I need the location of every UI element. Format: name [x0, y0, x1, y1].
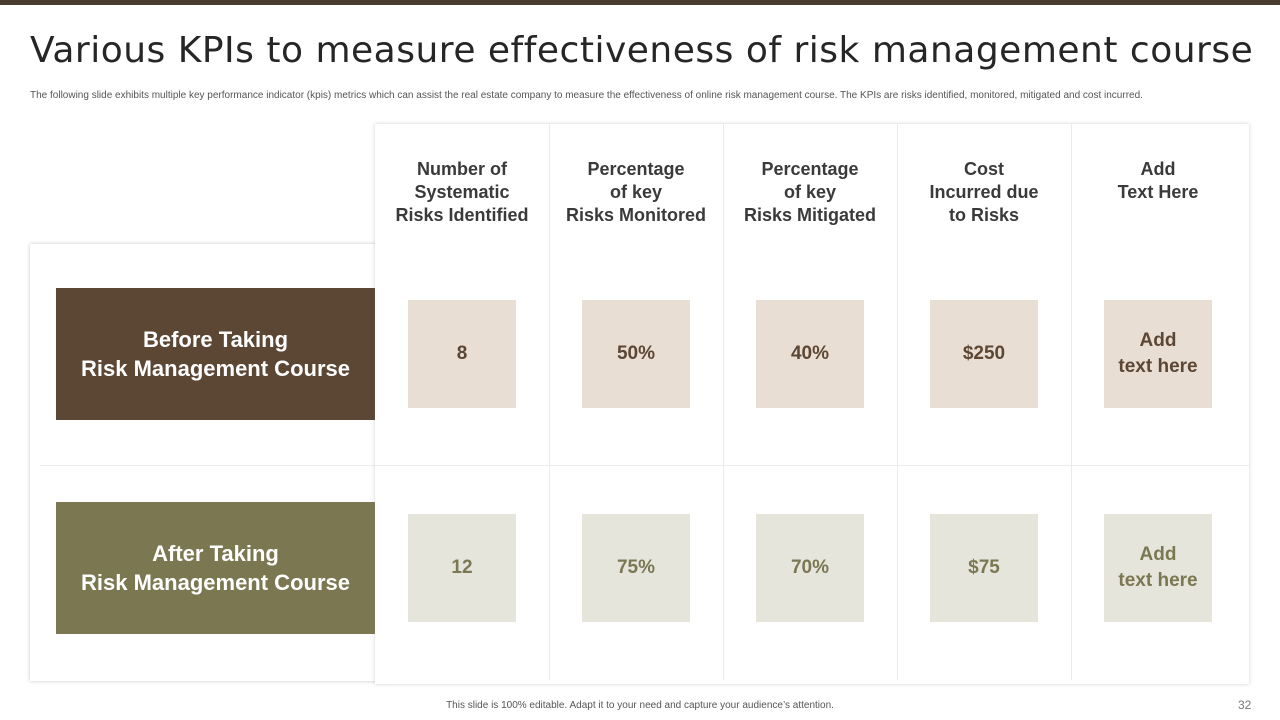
- kpi-cell-after-add-text: Add text here: [1104, 514, 1212, 622]
- kpi-cell-after-cost-incurred: $75: [930, 514, 1038, 622]
- column-header-add-text: Add Text Here: [1117, 159, 1199, 202]
- top-accent-bar: [0, 0, 1280, 5]
- row-divider: [40, 465, 1249, 466]
- kpi-cell-before-risks-identified: 8: [408, 300, 516, 408]
- column-divider: [723, 124, 724, 680]
- column-divider: [897, 124, 898, 680]
- kpi-cell-after-risks-identified: 12: [408, 514, 516, 622]
- kpi-cell-before-risks-mitigated: 40%: [756, 300, 864, 408]
- page-number: 32: [1238, 698, 1252, 712]
- row-label-before-course: Before Taking Risk Management Course: [56, 288, 375, 420]
- kpi-cell-after-risks-monitored: 75%: [582, 514, 690, 622]
- kpi-cell-before-cost-incurred: $250: [930, 300, 1038, 408]
- row-label-after-course: After Taking Risk Management Course: [56, 502, 375, 634]
- slide-footer-note: This slide is 100% editable. Adapt it to…: [446, 700, 834, 711]
- column-header-risks-identified: Number of Systematic Risks Identified: [395, 159, 529, 225]
- kpi-cell-before-risks-monitored: 50%: [582, 300, 690, 408]
- kpi-cell-before-add-text: Add text here: [1104, 300, 1212, 408]
- column-header-cost-incurred: Cost Incurred due to Risks: [929, 159, 1039, 225]
- column-header-risks-monitored: Percentage of key Risks Monitored: [565, 159, 707, 225]
- slide-title: Various KPIs to measure effectiveness of…: [30, 30, 1254, 71]
- slide-subtitle: The following slide exhibits multiple ke…: [30, 90, 1143, 101]
- column-divider: [1071, 124, 1072, 680]
- column-divider: [549, 124, 550, 680]
- kpi-cell-after-risks-mitigated: 70%: [756, 514, 864, 622]
- column-header-risks-mitigated: Percentage of key Risks Mitigated: [743, 159, 877, 225]
